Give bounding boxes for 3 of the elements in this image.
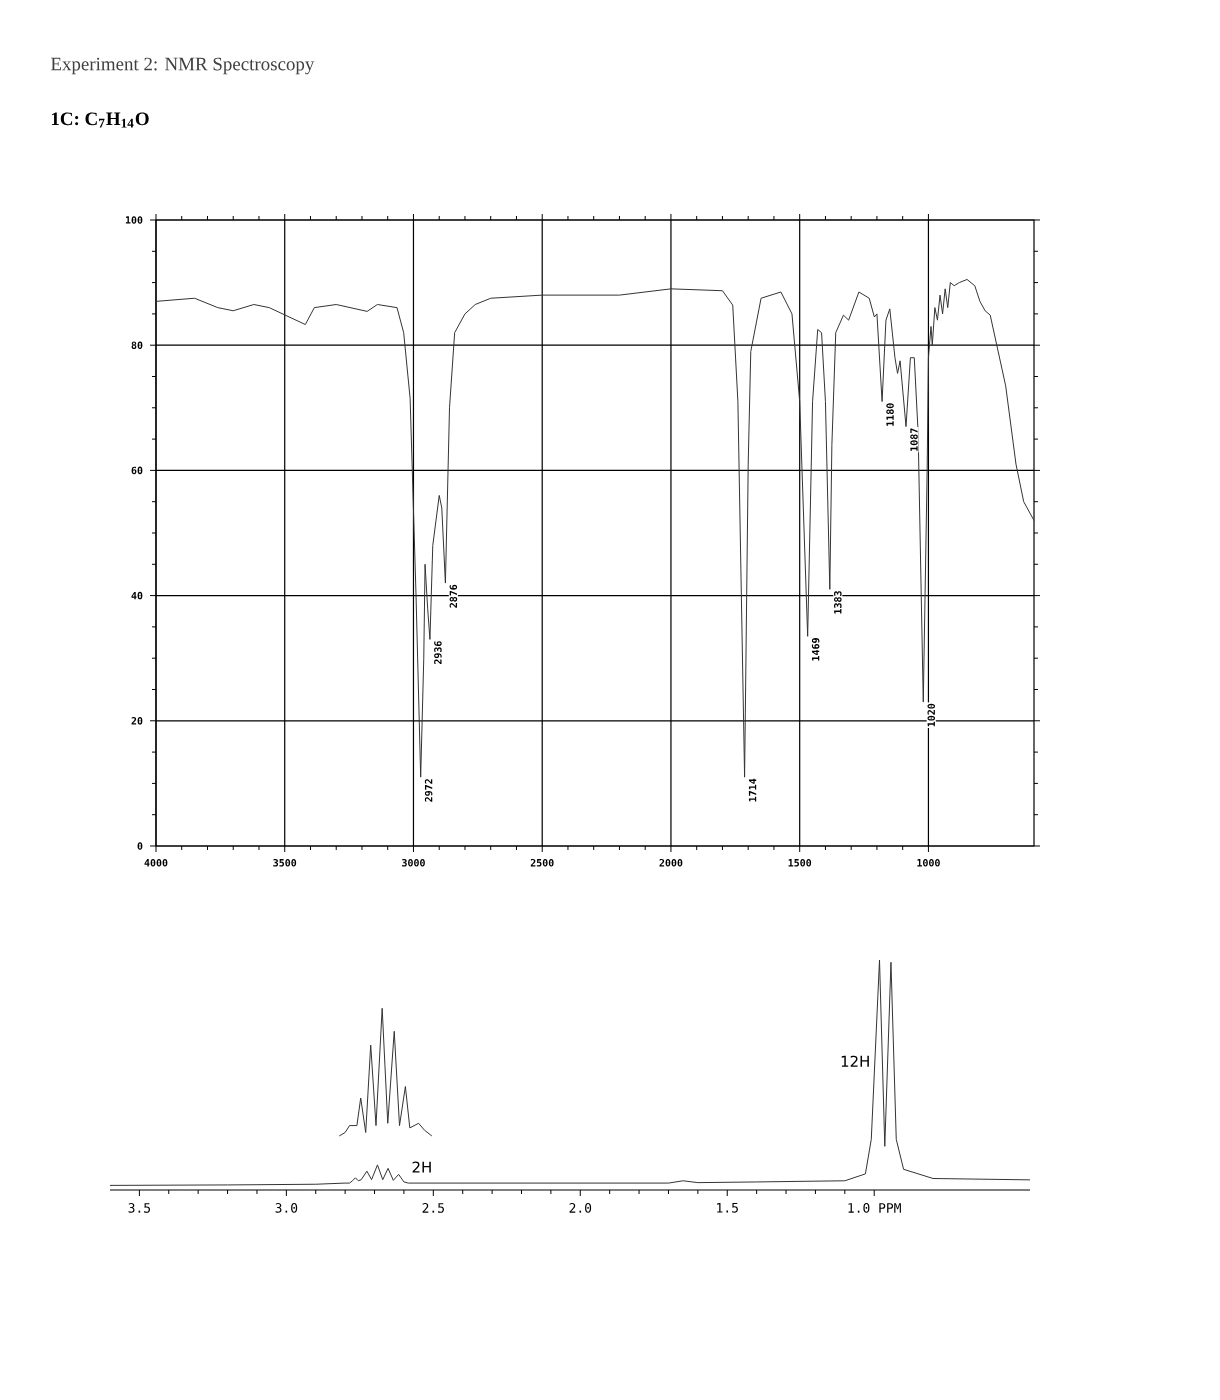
chart-subtitle: 1C: C$_{7}$H$_{14}$O [51, 112, 149, 128]
chart-title: Experiment 2: NMR Spectroscopy [50, 57, 315, 75]
line-series [155, 278, 1035, 778]
